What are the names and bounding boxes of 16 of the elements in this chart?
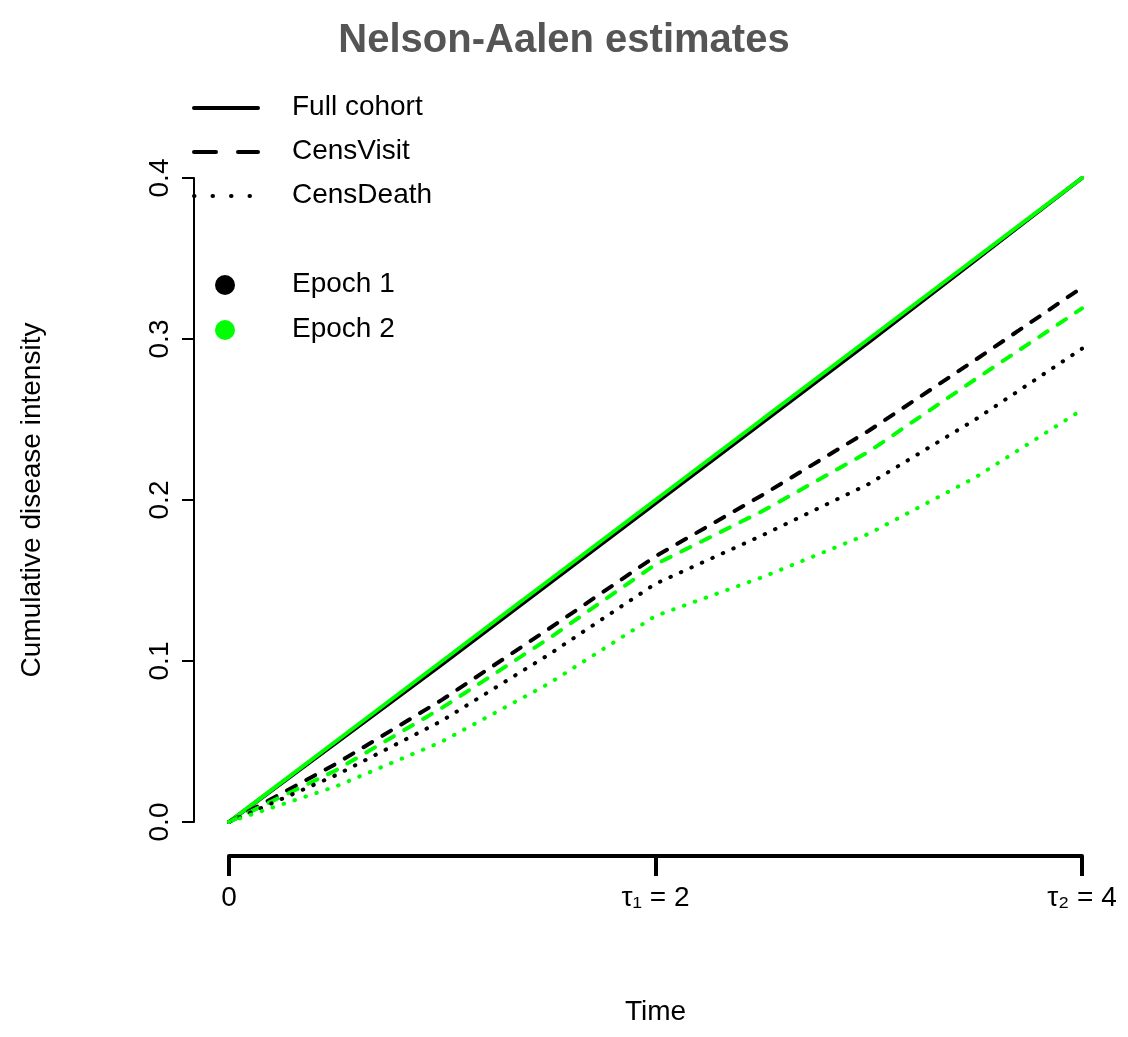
x-tick-label: τ₂ = 4 <box>1047 880 1117 912</box>
annotation: Epoch 2 <box>292 312 395 344</box>
annotation: Epoch 1 <box>292 267 395 299</box>
y-tick-label: 0.1 <box>142 641 174 681</box>
annotation: CensDeath <box>292 178 433 210</box>
x-tick-label: τ₁ = 2 <box>621 880 690 912</box>
y-tick-label: 0.3 <box>142 319 174 359</box>
y-axis-title: Cumulative disease intensity <box>14 322 46 678</box>
x-tick-label: 0 <box>221 880 237 912</box>
y-tick-label: 0.4 <box>142 158 174 198</box>
y-tick-label: 0.0 <box>142 802 174 842</box>
chart-title: Nelson-Aalen estimates <box>338 16 790 60</box>
text: Full cohort <box>292 90 423 122</box>
text: CensVisit <box>292 134 410 166</box>
x-axis-title: Time <box>624 994 687 1026</box>
y-tick-label: 0.2 <box>142 480 174 520</box>
